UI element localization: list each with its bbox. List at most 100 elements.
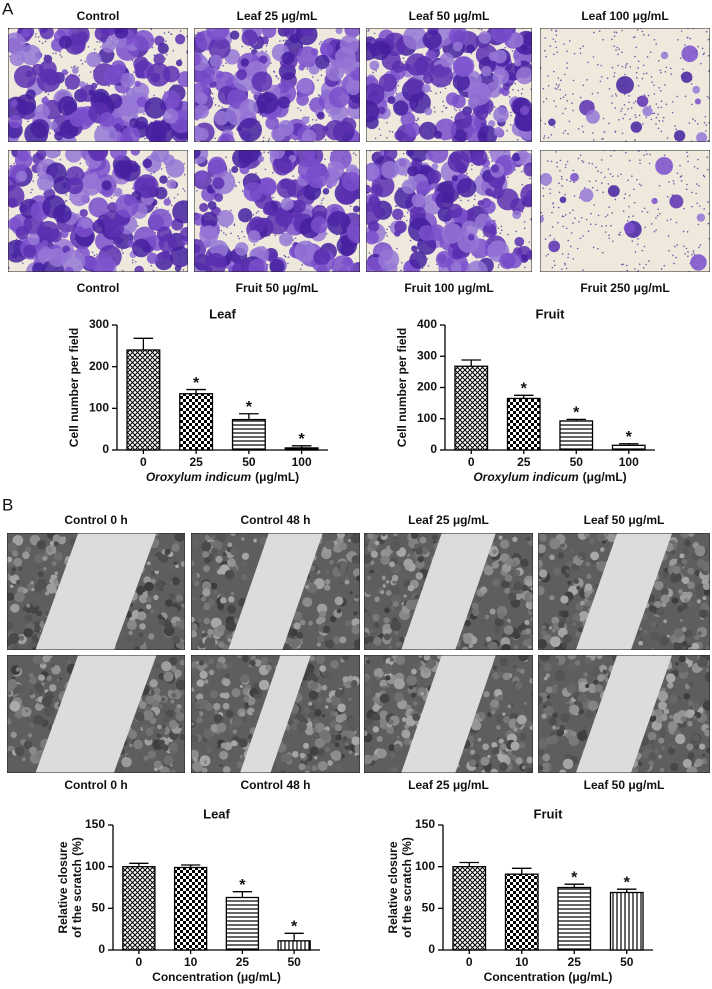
dot (82, 63, 84, 65)
dot (595, 180, 597, 182)
cell (326, 698, 331, 703)
dot (488, 157, 490, 159)
dot (524, 228, 526, 230)
cell (164, 755, 174, 765)
cell (232, 717, 242, 727)
dot (572, 170, 574, 172)
dot (521, 171, 523, 173)
cell (252, 71, 273, 92)
dot (591, 163, 593, 165)
dot (624, 114, 626, 116)
cell (226, 710, 234, 718)
cell (250, 660, 256, 666)
dot (553, 238, 555, 240)
dot (524, 267, 526, 269)
dot (703, 208, 705, 210)
cell (309, 691, 318, 700)
dot (574, 217, 576, 219)
cell (526, 757, 533, 764)
cell (314, 756, 318, 760)
dot (573, 80, 575, 82)
cell (292, 751, 299, 758)
dot (708, 70, 710, 72)
cell (23, 245, 36, 258)
cell (155, 582, 163, 590)
dot (671, 73, 673, 75)
cell (15, 746, 24, 755)
cell (529, 678, 535, 684)
cell (197, 679, 205, 687)
cell (378, 588, 382, 592)
cell (230, 762, 237, 769)
dot (677, 173, 679, 175)
dot (639, 115, 641, 117)
cell (416, 547, 423, 554)
cell (240, 755, 244, 759)
dot (569, 40, 571, 42)
dot (238, 182, 240, 184)
cell (88, 141, 108, 161)
dot (656, 103, 658, 105)
cell (404, 594, 407, 597)
dot (589, 181, 591, 183)
dot (86, 83, 88, 85)
cell (381, 531, 386, 536)
dot (61, 56, 63, 58)
dot (617, 65, 619, 67)
dot (174, 197, 176, 199)
dot (324, 159, 326, 161)
dot (659, 185, 661, 187)
dot (132, 262, 134, 264)
dot (218, 105, 220, 107)
dot (268, 140, 270, 142)
dot (547, 254, 549, 256)
dot (707, 169, 709, 171)
cell (386, 685, 389, 688)
dot (637, 238, 639, 240)
cell (390, 620, 401, 631)
cell (243, 696, 249, 702)
dot (507, 234, 509, 236)
dot (510, 124, 512, 126)
dot (565, 108, 567, 110)
cell (681, 71, 692, 82)
dot (369, 252, 371, 254)
cell (313, 249, 330, 266)
cell (354, 580, 358, 584)
dot (566, 228, 568, 230)
cell (220, 693, 225, 698)
cell (342, 57, 357, 72)
dot (255, 173, 257, 175)
cell (380, 555, 390, 565)
cell (513, 665, 516, 668)
cell (302, 597, 312, 607)
dot (517, 139, 519, 141)
cell (413, 701, 418, 706)
dot (564, 74, 566, 76)
dot (617, 47, 619, 49)
dot (664, 155, 666, 157)
cell (522, 765, 526, 769)
cell (181, 561, 187, 567)
cell (512, 210, 521, 219)
dot (594, 204, 596, 206)
cell (497, 188, 519, 210)
cell (161, 698, 165, 702)
cell (149, 679, 157, 687)
cell (406, 122, 421, 137)
cell (26, 603, 30, 607)
dot (614, 35, 616, 37)
dot (562, 113, 564, 115)
dot (266, 45, 268, 47)
cell (411, 245, 418, 252)
cell (286, 727, 290, 731)
dot (90, 71, 92, 73)
dot (634, 202, 636, 204)
dot (512, 50, 514, 52)
dot (703, 175, 705, 177)
cell (163, 671, 173, 681)
cell (466, 44, 475, 53)
cell (205, 637, 216, 648)
cell (616, 76, 634, 94)
cell (393, 601, 399, 607)
